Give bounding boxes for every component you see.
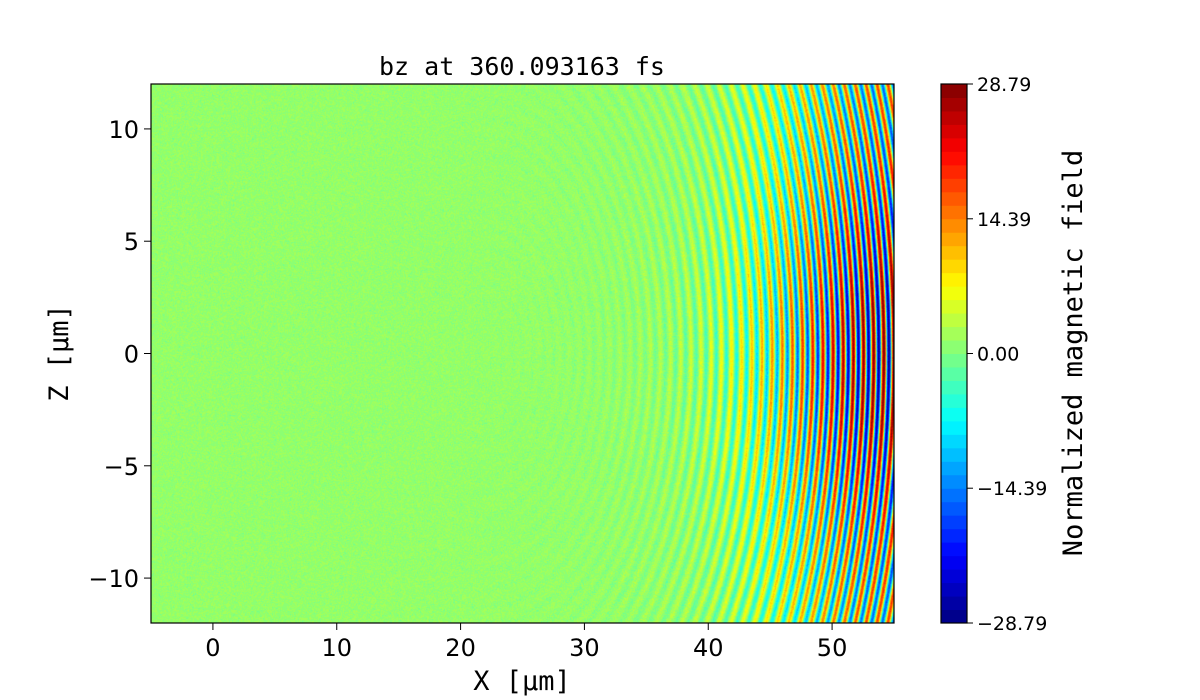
colorbar-band <box>941 205 967 220</box>
colorbar-band <box>941 380 967 395</box>
colorbar-band <box>941 178 967 193</box>
colorbar-band <box>941 434 967 449</box>
colorbar-axis: 28.79 14.39 0.00 −14.39 −28.79 <box>967 74 1047 635</box>
colorbar-band <box>941 582 967 597</box>
colorbar-band <box>941 488 967 503</box>
colorbar-tick-label: 0.00 <box>977 344 1019 366</box>
colorbar-band <box>941 299 967 314</box>
colorbar-band <box>941 501 967 516</box>
colorbar-band <box>941 555 967 570</box>
colorbar-band <box>941 515 967 530</box>
colorbar-tick-label: −28.79 <box>977 613 1047 635</box>
colorbar-band <box>941 137 967 152</box>
y-tick-label: 5 <box>124 228 139 256</box>
colorbar-band <box>941 191 967 206</box>
colorbar-band <box>941 420 967 435</box>
colorbar-band <box>941 474 967 489</box>
colorbar-band <box>941 272 967 287</box>
heatmap <box>151 84 894 623</box>
y-tick-label: 0 <box>124 341 139 369</box>
colorbar-band <box>941 447 967 462</box>
x-axis: 0 10 20 30 40 50 <box>205 623 847 662</box>
colorbar-band <box>941 110 967 125</box>
y-tick-label: −10 <box>88 565 139 593</box>
y-tick-label: 10 <box>108 116 139 144</box>
colorbar-band <box>941 340 967 354</box>
colorbar-band <box>941 461 967 476</box>
colorbar-tick-label: 14.39 <box>977 209 1031 231</box>
colorbar-band <box>941 97 967 112</box>
colorbar-band <box>941 528 967 543</box>
x-tick-label: 50 <box>817 634 848 662</box>
x-tick-label: 10 <box>321 634 352 662</box>
x-tick-label: 0 <box>205 634 220 662</box>
colorbar-label: Normalized magnetic field <box>1058 150 1089 556</box>
colorbar-tick-label: −14.39 <box>977 478 1047 500</box>
colorbar-band <box>941 232 967 247</box>
colorbar-band <box>941 245 967 260</box>
colorbar-band <box>941 353 967 368</box>
colorbar-band <box>941 84 967 98</box>
colorbar-band <box>941 596 967 611</box>
y-tick-label: −5 <box>104 453 139 481</box>
colorbar-band <box>941 366 967 381</box>
colorbar-band <box>941 326 967 341</box>
chart-title: bz at 360.093163 fs <box>379 52 665 81</box>
colorbar-band <box>941 218 967 233</box>
x-tick-label: 30 <box>569 634 600 662</box>
colorbar-band <box>941 313 967 328</box>
y-axis-label: Z [μm] <box>44 304 75 402</box>
colorbar-band <box>941 569 967 584</box>
colorbar-band <box>941 542 967 557</box>
colorbar-tick-label: 28.79 <box>977 74 1031 96</box>
colorbar-band <box>941 151 967 166</box>
colorbar-band <box>941 164 967 179</box>
x-tick-label: 40 <box>693 634 724 662</box>
colorbar-band <box>941 286 967 301</box>
colorbar-band <box>941 393 967 408</box>
colorbar-band <box>941 407 967 422</box>
colorbar-band <box>941 259 967 274</box>
x-tick-label: 20 <box>445 634 476 662</box>
colorbar-band <box>941 124 967 139</box>
y-axis: −10 −5 0 5 10 <box>88 116 151 593</box>
colorbar <box>941 84 967 624</box>
colorbar-band <box>941 609 967 624</box>
x-axis-label: X [μm] <box>473 666 571 697</box>
